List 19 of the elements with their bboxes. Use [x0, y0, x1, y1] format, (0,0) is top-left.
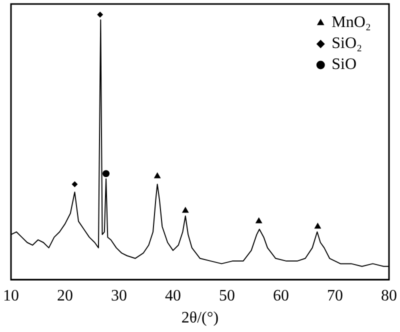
x-tick-label: 10: [3, 287, 19, 304]
point: [72, 181, 78, 188]
x-tick-label: 60: [273, 287, 289, 304]
x-tick-label: 50: [219, 287, 235, 304]
x-tick-label: 80: [381, 287, 397, 304]
x-tick-label: 70: [327, 287, 343, 304]
point: [97, 12, 104, 18]
legend-label: SiO: [332, 56, 357, 74]
point: [102, 170, 110, 178]
point: [255, 217, 262, 224]
x-tick-label: 30: [111, 287, 127, 304]
x-axis-title: 2θ/(°): [181, 310, 219, 327]
point: [154, 172, 161, 178]
x-tick-label: 20: [57, 287, 73, 304]
legend-label: MnO₂: [332, 14, 371, 32]
point: [314, 222, 322, 229]
point: [182, 206, 189, 213]
x-tick-label: 40: [165, 287, 181, 304]
legend-label: SiO₂: [332, 35, 362, 52]
